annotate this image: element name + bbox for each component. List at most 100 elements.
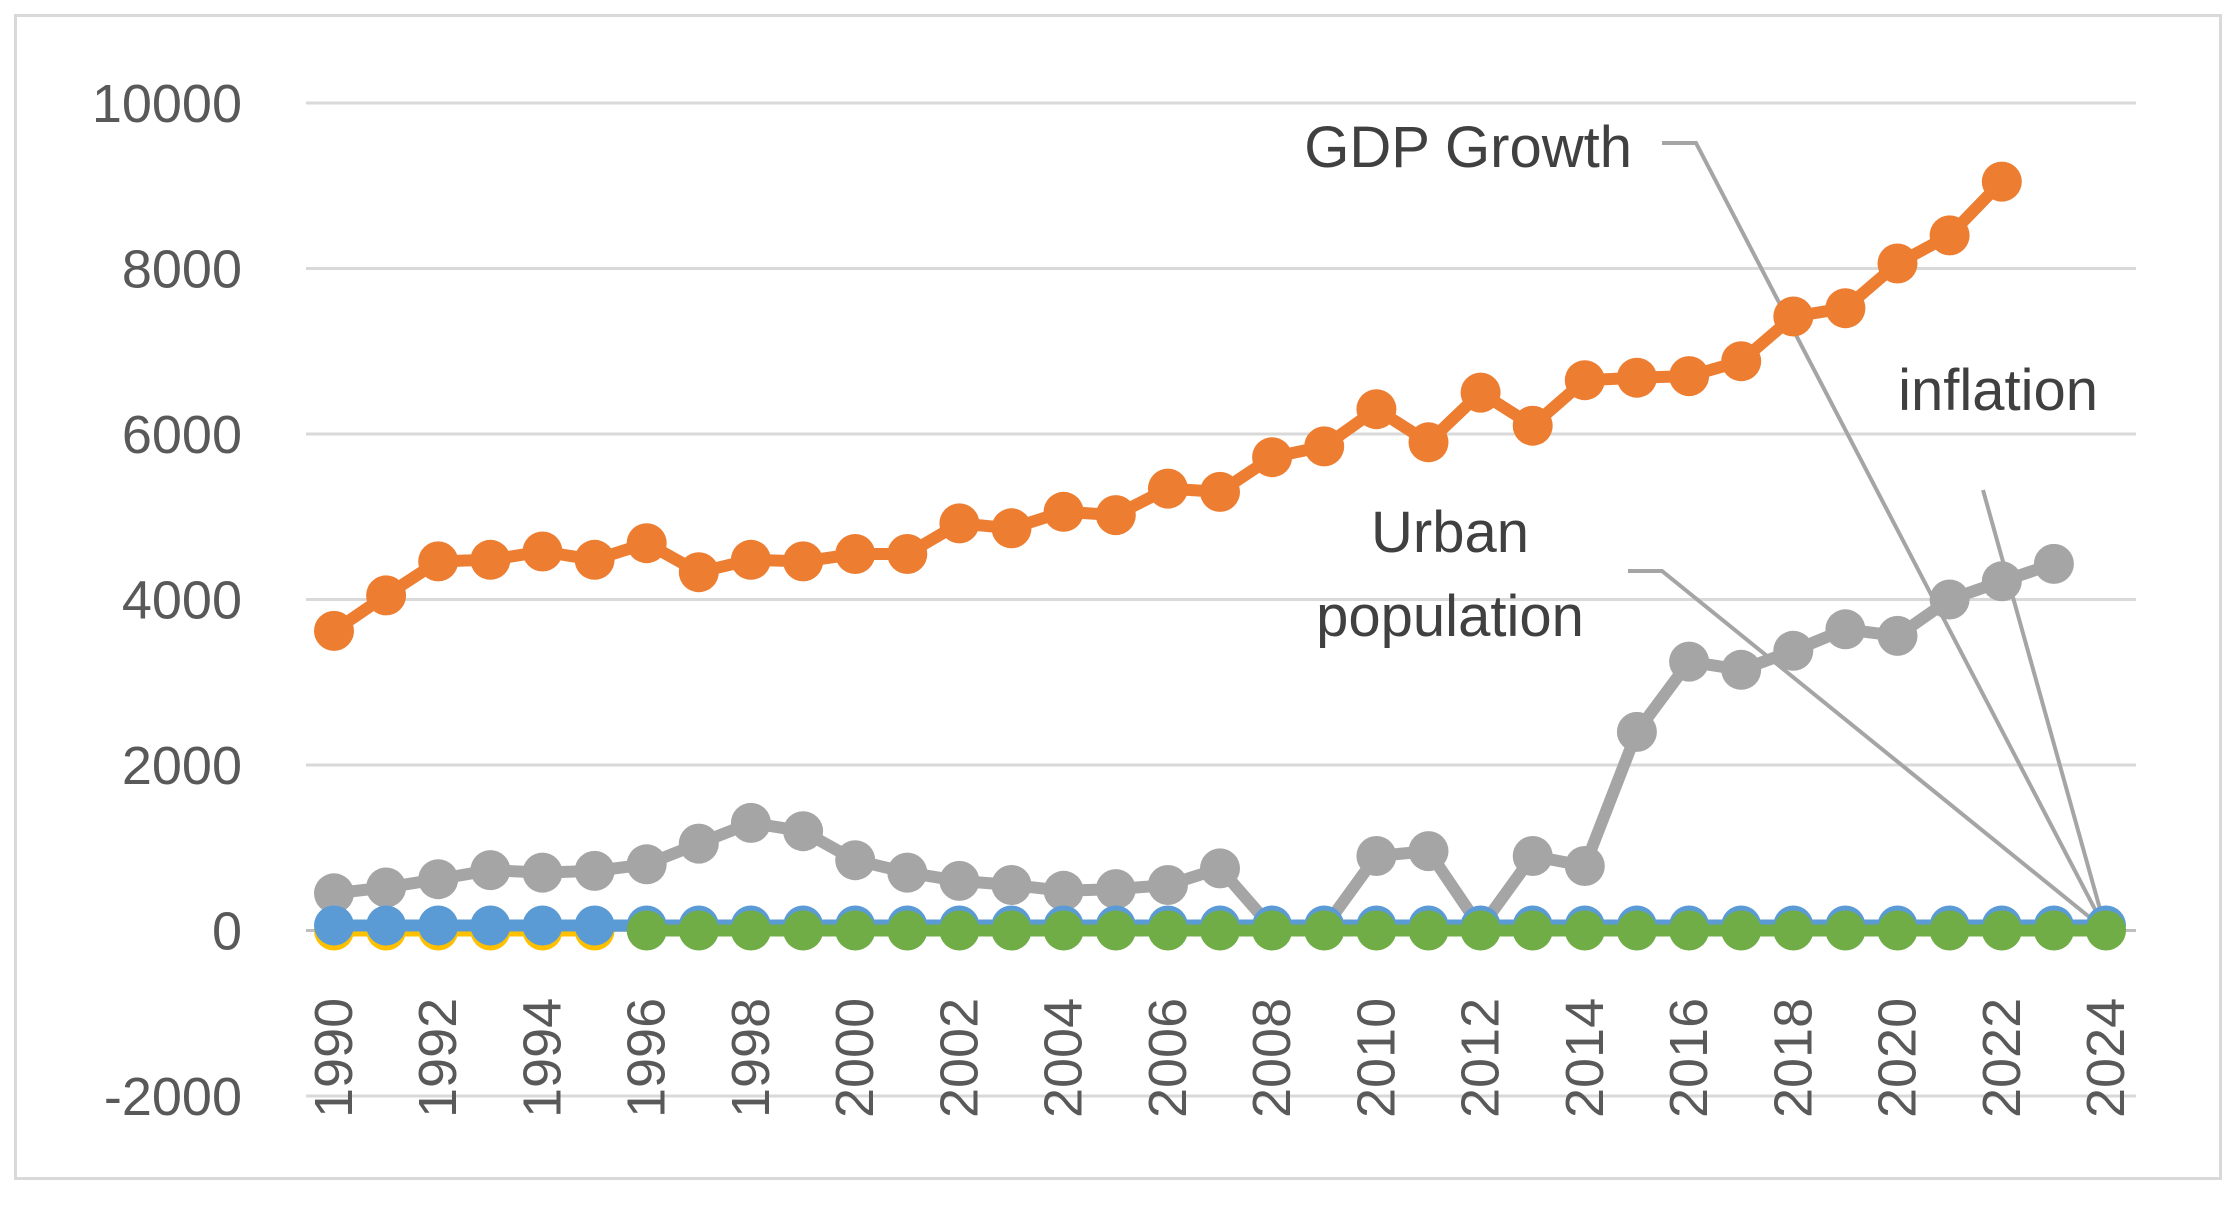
data-point (2086, 910, 2126, 951)
series-orange (314, 161, 2022, 651)
data-point (835, 910, 876, 951)
data-point (574, 539, 615, 580)
data-point (678, 910, 719, 951)
data-point (1200, 848, 1240, 889)
data-point (1512, 910, 1553, 951)
data-point (1669, 356, 1710, 397)
data-point (1512, 836, 1553, 876)
data-point (1460, 372, 1501, 413)
x-tick-label: 2004 (1034, 998, 1094, 1118)
x-tick-label: 2010 (1346, 998, 1406, 1118)
data-point (418, 859, 459, 900)
data-point (1929, 579, 1970, 620)
series-green (626, 910, 2126, 951)
data-point (1408, 831, 1449, 872)
data-point (1095, 910, 1136, 951)
x-tick-label: 2002 (929, 998, 989, 1118)
data-point (991, 910, 1032, 951)
data-point (1929, 215, 1970, 256)
x-tick-label: 1996 (617, 998, 677, 1118)
data-point (1721, 910, 1762, 951)
data-point (522, 852, 563, 893)
data-point (1043, 491, 1084, 532)
data-point (1460, 910, 1501, 951)
data-point (1252, 910, 1293, 951)
x-tick-label: 2000 (825, 998, 885, 1118)
series-gray (314, 543, 2074, 948)
data-point (1616, 910, 1657, 951)
data-point (1773, 296, 1814, 337)
data-point (1043, 910, 1084, 951)
data-point (314, 905, 354, 946)
leader-line (1662, 141, 2108, 932)
data-point (366, 575, 407, 616)
data-point (1981, 161, 2022, 202)
annotation-urban: Urban (1371, 500, 1529, 565)
data-point (2033, 543, 2074, 584)
data-point (730, 539, 771, 580)
data-point (1356, 910, 1397, 951)
data-point (1825, 609, 1866, 650)
data-point (418, 905, 459, 946)
x-tick-label: 2014 (1555, 998, 1615, 1118)
y-tick-label: 10000 (92, 74, 242, 134)
data-point (1252, 437, 1293, 478)
data-point (783, 811, 824, 852)
x-axis-ticks: 1990 1992 1994 1996 1998 2000 2002 2004 2006 2008… (304, 998, 2136, 1118)
data-point (887, 852, 928, 893)
data-point (1304, 910, 1345, 951)
data-point (1669, 910, 1710, 951)
x-tick-label: 2022 (1972, 998, 2032, 1118)
data-point (1043, 870, 1084, 911)
data-point (626, 523, 667, 564)
data-point (1564, 910, 1605, 951)
data-point (991, 508, 1032, 549)
x-tick-label: 2018 (1763, 998, 1823, 1118)
data-point (1564, 360, 1605, 401)
data-point (1877, 910, 1918, 951)
annotation-population: population (1316, 584, 1584, 649)
data-point (626, 910, 667, 951)
x-tick-label: 1998 (721, 998, 781, 1118)
y-tick-label: 8000 (122, 240, 242, 300)
data-point (887, 910, 928, 951)
data-point (1721, 341, 1762, 382)
data-point (1616, 357, 1657, 398)
y-tick-label: -2000 (104, 1067, 242, 1127)
data-point (1564, 846, 1605, 886)
data-point (1512, 405, 1553, 446)
data-point (1304, 426, 1345, 467)
data-point (1408, 910, 1449, 951)
data-point (522, 531, 563, 572)
data-point (1825, 288, 1866, 329)
y-tick-label: 6000 (122, 405, 242, 465)
annotation-gdp-growth: GDP Growth (1304, 115, 1632, 180)
x-tick-label: 2016 (1659, 998, 1719, 1118)
data-point (366, 867, 407, 908)
data-point (470, 905, 511, 946)
data-point (574, 850, 615, 891)
data-point (783, 910, 824, 951)
data-point (1616, 711, 1657, 752)
data-point (2033, 910, 2074, 951)
data-point (678, 823, 719, 864)
data-point (470, 539, 511, 580)
y-tick-label: 4000 (122, 571, 242, 631)
x-tick-label: 1994 (512, 998, 572, 1118)
data-point (314, 873, 354, 914)
data-point (522, 905, 563, 946)
data-point (1095, 869, 1136, 910)
data-point (991, 865, 1032, 905)
annotations: GDP Growth inflation Urban population (1304, 115, 2098, 649)
data-point (835, 534, 876, 574)
data-point (939, 910, 980, 951)
x-tick-label: 1990 (304, 998, 364, 1118)
x-tick-label: 1992 (408, 998, 468, 1118)
data-point (626, 844, 667, 885)
data-point (730, 910, 771, 951)
data-point (939, 860, 980, 901)
x-tick-label: 2006 (1138, 998, 1198, 1118)
x-tick-label: 2024 (2076, 998, 2136, 1118)
data-point (1669, 641, 1710, 682)
